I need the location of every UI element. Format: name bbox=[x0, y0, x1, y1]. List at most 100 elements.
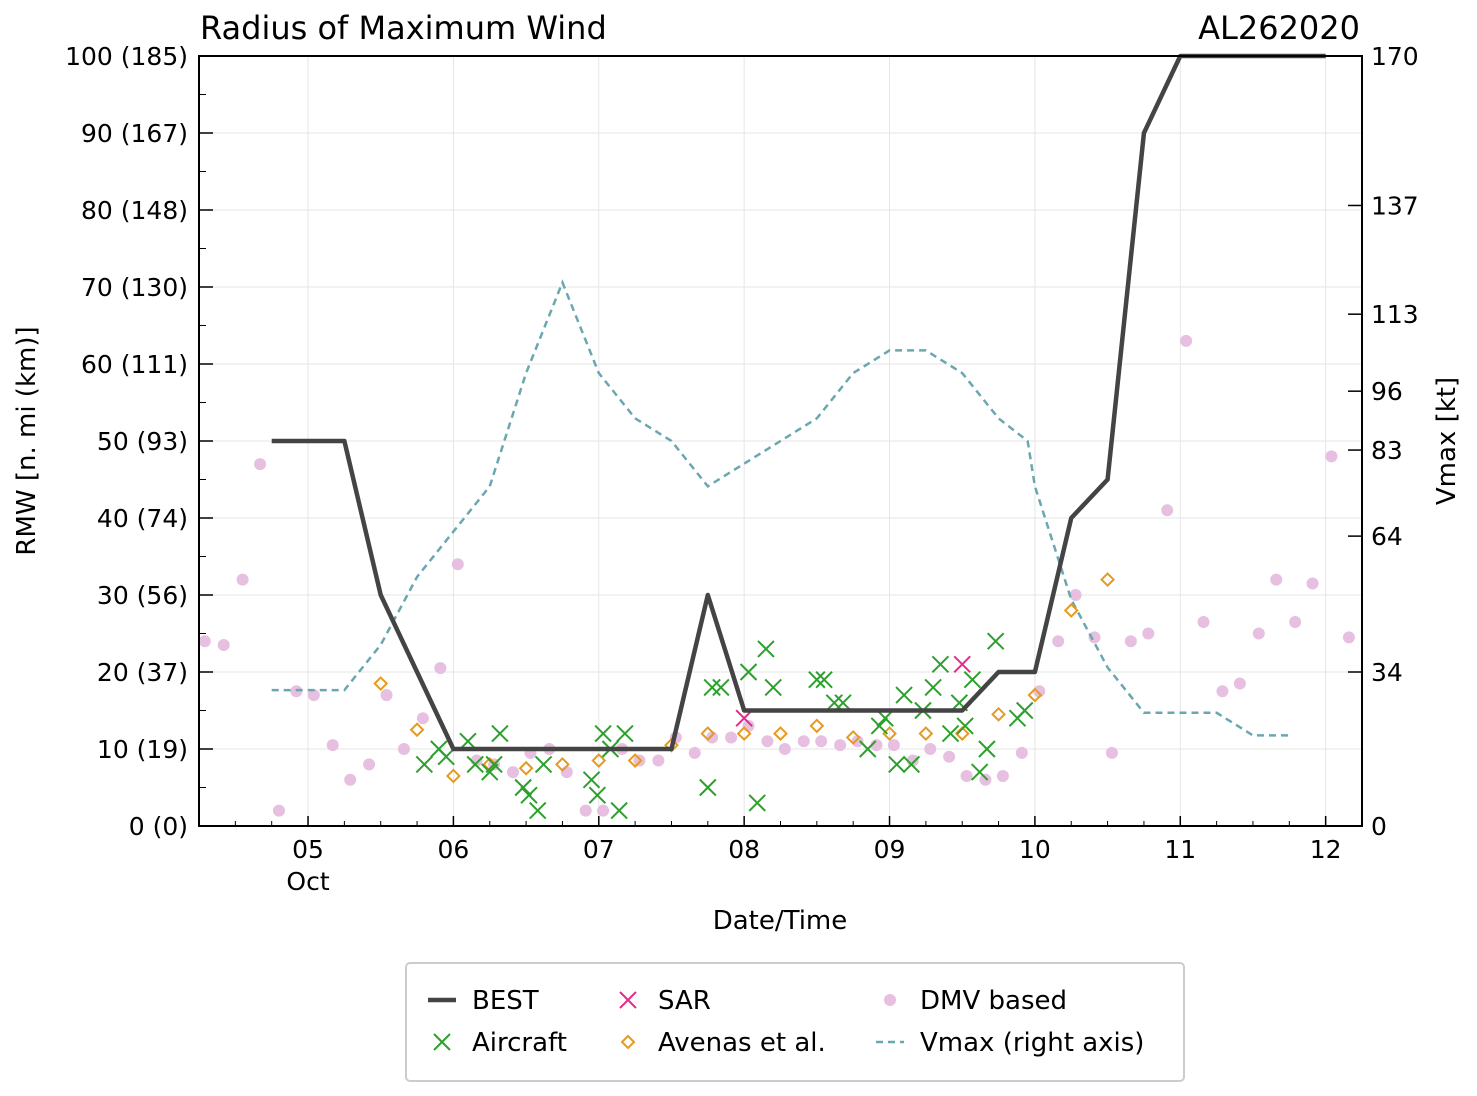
aircraft-point bbox=[699, 778, 717, 797]
aircraft-point bbox=[931, 655, 950, 674]
avenas-point bbox=[627, 753, 643, 768]
avenas-point bbox=[736, 726, 752, 742]
dmv-point bbox=[416, 712, 429, 725]
dmv-point bbox=[851, 735, 864, 748]
dmv-point bbox=[778, 743, 791, 755]
y-right-axis-label: Vmax [kt] bbox=[1432, 377, 1462, 505]
dmv-point bbox=[652, 754, 665, 767]
x-tick-label: 12 bbox=[1310, 835, 1342, 864]
aircraft-point bbox=[415, 755, 434, 774]
y-right-tick-label: 96 bbox=[1371, 377, 1403, 406]
dmv-point bbox=[1052, 635, 1065, 648]
dmv-point bbox=[834, 739, 847, 752]
y-tick-label: 90 (167) bbox=[81, 119, 188, 148]
dmv-point bbox=[960, 769, 973, 782]
aircraft-point bbox=[963, 670, 982, 689]
dmv-point bbox=[397, 743, 410, 755]
legend-marker-aircraft bbox=[433, 1033, 451, 1051]
aircraft-point bbox=[888, 755, 906, 774]
dmv-point bbox=[1142, 627, 1155, 640]
y-tick-label: 50 (93) bbox=[97, 427, 188, 456]
legend-marker-dmv bbox=[884, 994, 896, 1006]
dmv-point bbox=[1069, 589, 1082, 601]
aircraft-point bbox=[739, 663, 758, 681]
aircraft-point bbox=[520, 786, 538, 804]
dmv-point bbox=[254, 458, 267, 471]
dmv-point bbox=[1342, 631, 1355, 644]
dmv-point bbox=[1270, 573, 1283, 586]
y-right-tick-label: 137 bbox=[1371, 191, 1419, 220]
y-tick-label: 70 (130) bbox=[81, 273, 188, 302]
avenas-point bbox=[845, 730, 861, 745]
y-tick-label: 100 (185) bbox=[65, 42, 188, 71]
x-tick-sublabel: Oct bbox=[286, 867, 329, 896]
aircraft-point bbox=[703, 678, 721, 697]
dmv-point bbox=[326, 739, 339, 752]
legend-marker-avenas bbox=[620, 1034, 636, 1050]
dmv-point bbox=[943, 750, 956, 763]
x-tick-label: 06 bbox=[438, 835, 470, 864]
avenas-point bbox=[991, 706, 1006, 722]
aircraft-point bbox=[529, 801, 547, 820]
y-tick-label: 10 (19) bbox=[97, 735, 188, 764]
aircraft-point bbox=[986, 632, 1005, 650]
avenas-point bbox=[482, 756, 498, 772]
axis-ticks: 05 Oct 06 07 08 09 10 11 12 0 (0) 10 (19) 20 (37) 30… bbox=[65, 42, 1419, 896]
dmv-point bbox=[633, 754, 646, 767]
x-tick-label: 07 bbox=[583, 835, 615, 864]
x-axis-label: Date/Time bbox=[713, 906, 848, 936]
dmv-point bbox=[815, 735, 828, 748]
legend-label-avenas: Avenas et al. bbox=[658, 1028, 826, 1058]
aircraft-point bbox=[437, 747, 455, 766]
dmv-point bbox=[1325, 450, 1338, 463]
y-tick-label: 80 (148) bbox=[81, 196, 188, 225]
dmv-point bbox=[217, 639, 230, 652]
x-tick-label: 08 bbox=[728, 835, 760, 864]
avenas-point bbox=[809, 718, 825, 734]
dmv-point bbox=[579, 804, 592, 817]
dmv-point bbox=[1197, 615, 1210, 628]
aircraft-point bbox=[924, 678, 942, 697]
aircraft-point bbox=[956, 717, 974, 735]
dmv-point bbox=[307, 689, 320, 702]
sar-point bbox=[953, 655, 971, 674]
dmv-point bbox=[1105, 746, 1118, 759]
aircraft-point bbox=[534, 755, 553, 774]
dmv-point bbox=[761, 735, 774, 748]
dmv-point bbox=[1124, 635, 1137, 648]
legend-label-sar: SAR bbox=[658, 986, 711, 1016]
aircraft-point bbox=[815, 670, 833, 689]
aircraft-point bbox=[514, 778, 532, 797]
dmv-point bbox=[1088, 631, 1101, 644]
dmv-point bbox=[797, 735, 810, 748]
aircraft-point bbox=[491, 724, 509, 743]
x-tick-label: 10 bbox=[1019, 835, 1051, 864]
aircraft-point bbox=[1016, 701, 1034, 720]
aircraft-point bbox=[941, 724, 960, 743]
x-tick-label: 11 bbox=[1164, 835, 1196, 864]
legend-label-dmv: DMV based bbox=[920, 986, 1067, 1016]
dmv-point bbox=[1015, 746, 1028, 759]
aircraft-point bbox=[485, 755, 503, 774]
avenas-point bbox=[1100, 572, 1116, 588]
dmv-point bbox=[706, 731, 719, 744]
y-axis-label: RMW [n. mi (km)] bbox=[12, 326, 42, 555]
aircraft-point bbox=[594, 724, 612, 743]
data-series bbox=[198, 53, 1355, 820]
dmv-point bbox=[560, 766, 573, 779]
avenas-point bbox=[918, 726, 934, 742]
aircraft-point bbox=[825, 694, 843, 712]
dmv-point bbox=[1161, 504, 1174, 517]
y-right-tick-label: 34 bbox=[1371, 658, 1403, 687]
aircraft-point bbox=[902, 755, 921, 774]
vmax-line bbox=[271, 279, 1290, 737]
storm-id: AL262020 bbox=[1198, 9, 1360, 47]
x-tick-label: 09 bbox=[874, 835, 906, 864]
dmv-point bbox=[924, 743, 937, 755]
avenas-point bbox=[555, 756, 570, 772]
dmv-point bbox=[996, 769, 1009, 782]
aircraft-point bbox=[616, 724, 634, 743]
aircraft-point bbox=[588, 786, 607, 804]
dmv-point bbox=[1306, 577, 1319, 590]
sar-point bbox=[735, 709, 753, 727]
